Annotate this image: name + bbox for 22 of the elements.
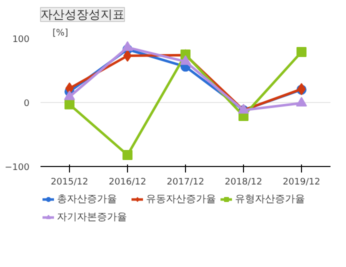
legend-label: 유동자산증가율 (146, 193, 216, 206)
y-tick-label: 0 (24, 99, 30, 109)
point (64, 90, 75, 100)
point (122, 150, 132, 160)
legend-label: 유형자산증가율 (235, 193, 305, 206)
point (122, 41, 133, 51)
x-tick-label: 2018/12 (224, 178, 262, 188)
x-tick-label: 2015/12 (50, 178, 88, 188)
x-tick-label: 2017/12 (166, 178, 204, 188)
chart-title: 자산성장성지표 (40, 8, 124, 22)
point (64, 99, 74, 110)
legend-label: 총자산증가율 (57, 193, 117, 206)
point (180, 55, 191, 65)
point (296, 46, 306, 57)
y-tick-label: −100 (4, 163, 30, 173)
x-tick-label: 2016/12 (108, 178, 146, 188)
x-tick-label: 2019/12 (282, 178, 320, 188)
y-axis-title: [%] (52, 28, 68, 38)
point (123, 50, 132, 62)
point (296, 96, 307, 107)
y-tick-label: 100 (12, 35, 30, 45)
legend-label: 자기자본증가율 (57, 211, 127, 224)
